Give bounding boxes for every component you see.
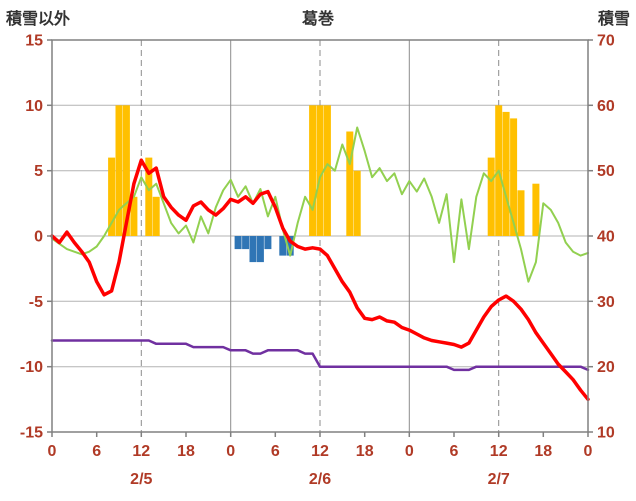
svg-text:6: 6 [271, 443, 280, 460]
svg-text:0: 0 [48, 443, 57, 460]
svg-text:2/6: 2/6 [309, 471, 331, 488]
svg-text:-10: -10 [20, 359, 43, 376]
svg-text:15: 15 [25, 33, 43, 50]
svg-text:50: 50 [597, 163, 615, 180]
svg-text:12: 12 [311, 443, 329, 460]
svg-text:2/7: 2/7 [488, 471, 510, 488]
svg-text:30: 30 [597, 294, 615, 311]
chart-title: 葛巻 [301, 11, 335, 28]
svg-text:70: 70 [597, 33, 615, 50]
svg-text:40: 40 [597, 229, 615, 246]
svg-text:12: 12 [132, 443, 150, 460]
svg-text:0: 0 [226, 443, 235, 460]
svg-text:5: 5 [34, 163, 43, 180]
svg-text:0: 0 [405, 443, 414, 460]
svg-text:20: 20 [597, 359, 615, 376]
svg-text:6: 6 [450, 443, 459, 460]
svg-text:12: 12 [490, 443, 508, 460]
svg-text:18: 18 [356, 443, 374, 460]
svg-text:0: 0 [34, 229, 43, 246]
svg-text:6: 6 [92, 443, 101, 460]
svg-text:2/5: 2/5 [130, 471, 152, 488]
svg-text:10: 10 [597, 425, 615, 442]
svg-text:-5: -5 [29, 294, 43, 311]
left-axis-title: 積雪以外 [6, 11, 71, 28]
svg-text:18: 18 [177, 443, 195, 460]
svg-text:10: 10 [25, 98, 43, 115]
svg-text:60: 60 [597, 98, 615, 115]
right-axis-title: 積雪 [597, 11, 630, 28]
svg-text:-15: -15 [20, 425, 43, 442]
svg-text:18: 18 [534, 443, 552, 460]
svg-text:0: 0 [584, 443, 593, 460]
